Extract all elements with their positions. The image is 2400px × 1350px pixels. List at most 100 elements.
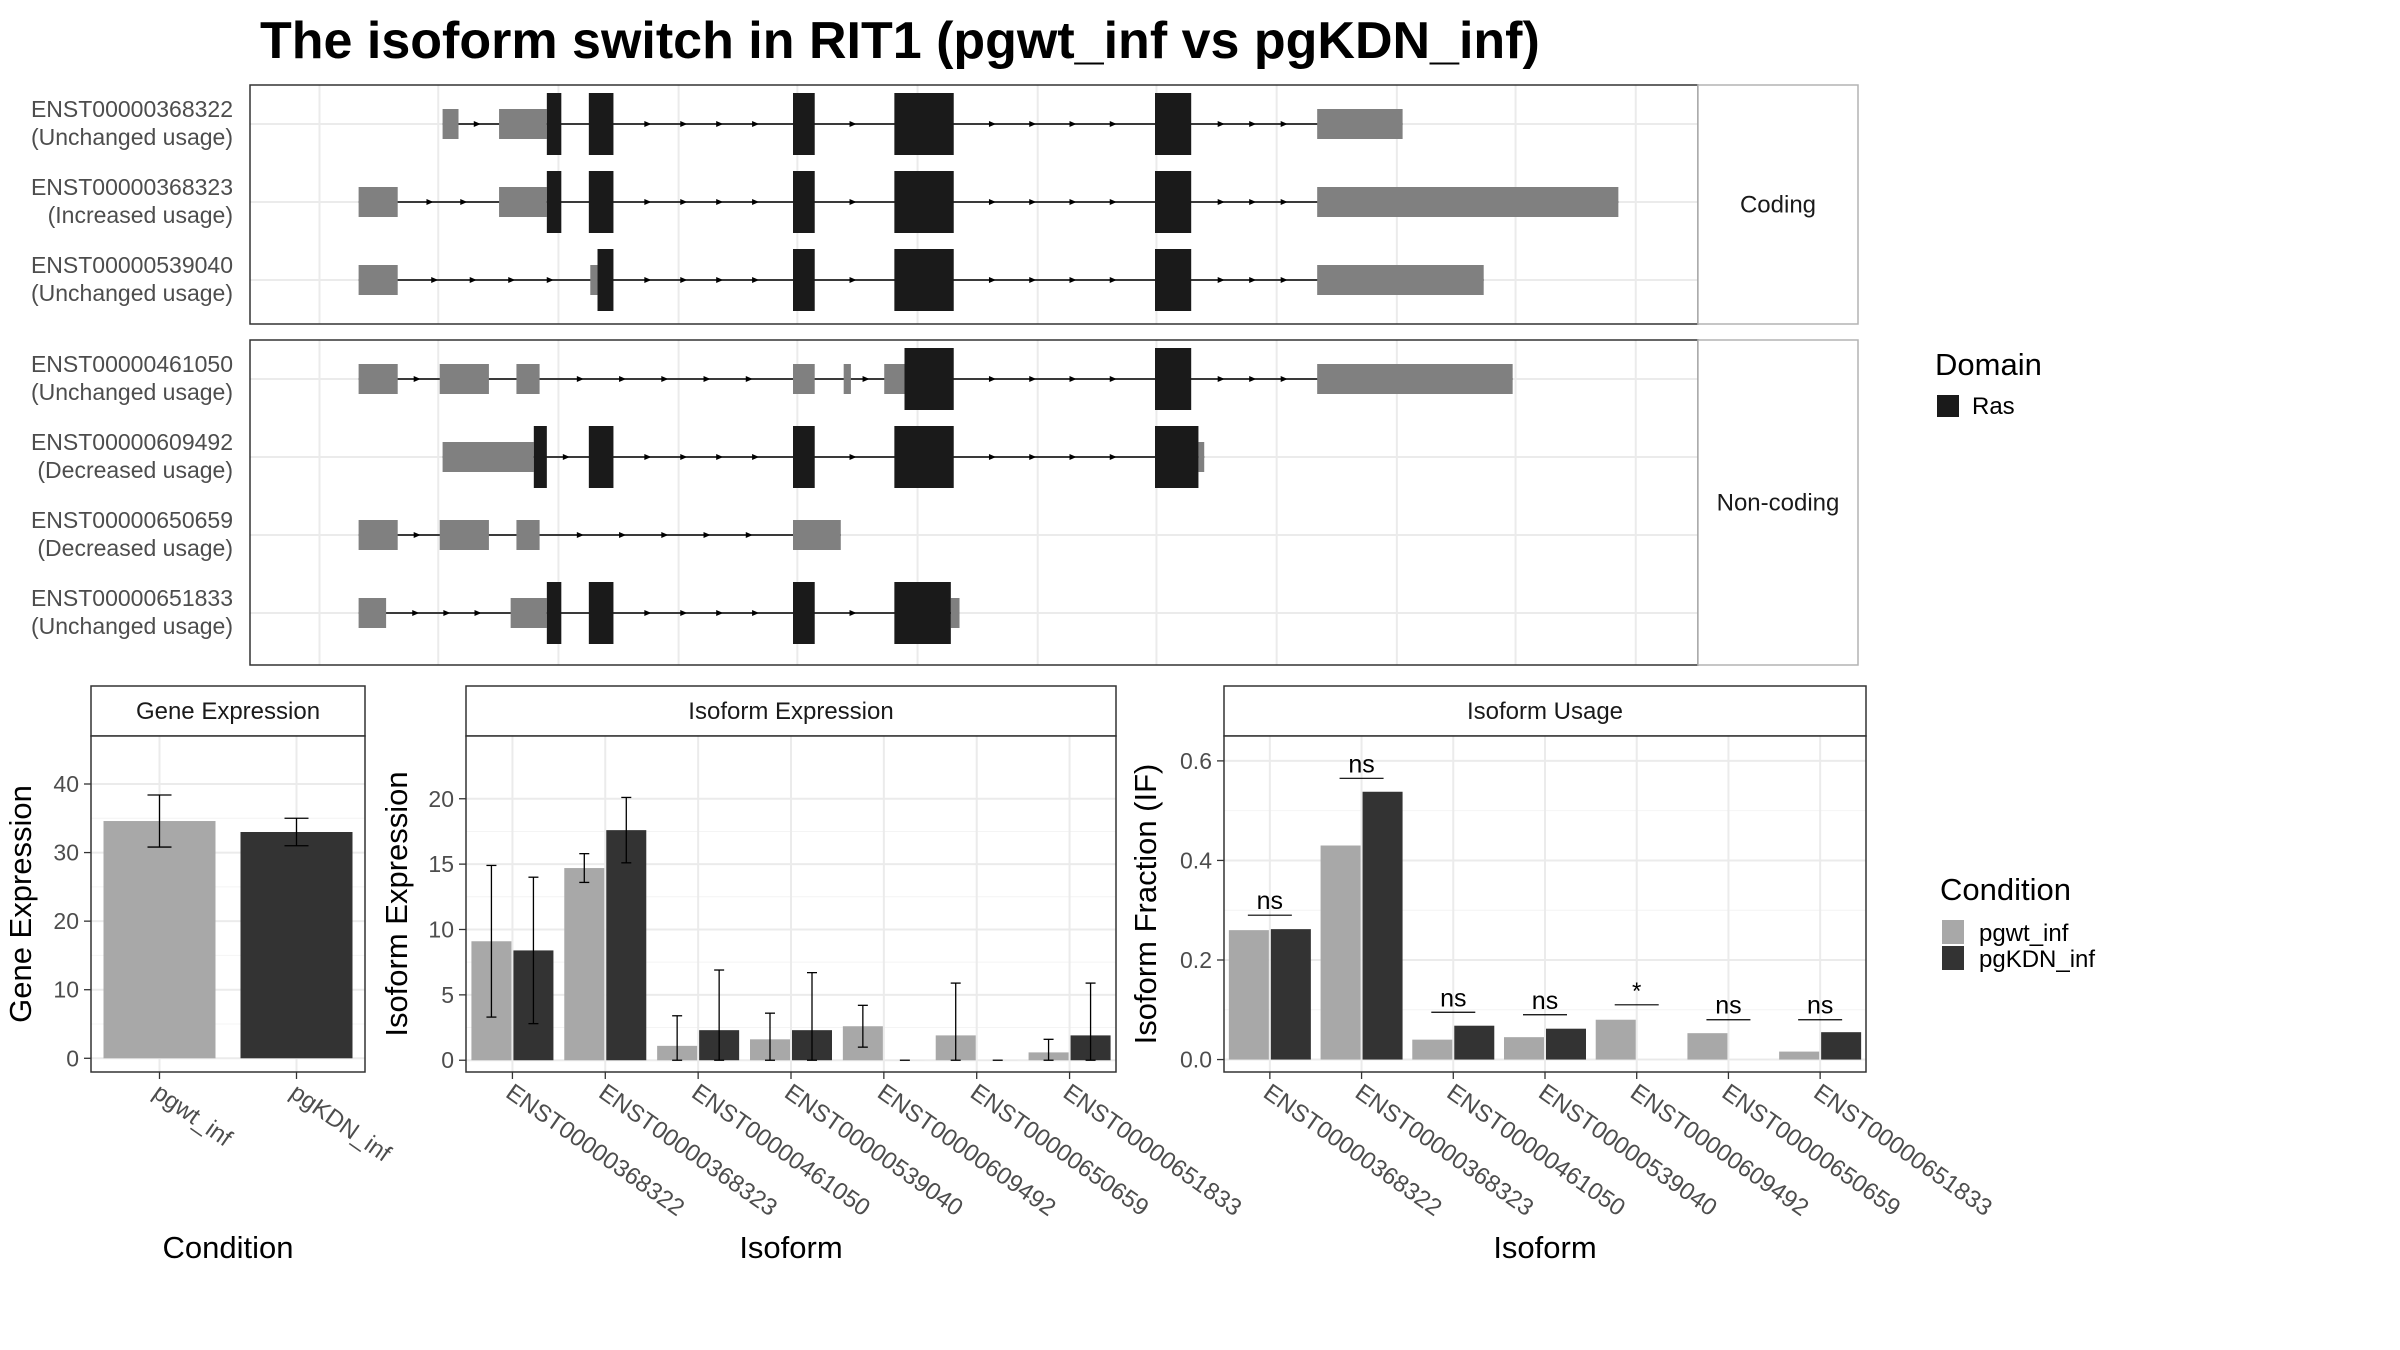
intron-arrow	[1029, 199, 1037, 205]
y-axis-title: Gene Expression	[3, 785, 38, 1023]
transcript-id-label: ENST00000368323	[31, 174, 233, 200]
intron-arrow	[1029, 376, 1037, 382]
intron-arrow	[745, 532, 753, 538]
utr-exon	[950, 598, 960, 628]
intron-arrow	[1029, 121, 1037, 127]
y-tick-label: 0.2	[1180, 947, 1212, 973]
transcript-usage-label: (Unchanged usage)	[31, 613, 233, 639]
significance-label: ns	[1532, 987, 1558, 1015]
transcript-id-label: ENST00000539040	[31, 252, 233, 278]
ras-domain-exon	[588, 582, 614, 644]
intron-arrow	[619, 532, 627, 538]
x-axis-title: Condition	[163, 1230, 294, 1265]
bar	[1779, 1051, 1820, 1060]
intron-arrow	[703, 376, 711, 382]
intron-arrow	[1249, 199, 1257, 205]
intron-arrow	[576, 376, 584, 382]
utr-exon	[510, 598, 547, 628]
facet-strip-label: Non-coding	[1717, 490, 1840, 517]
y-tick-label: 0.0	[1180, 1047, 1212, 1073]
utr-exon	[516, 364, 540, 394]
intron-arrow	[849, 610, 857, 616]
ras-domain-exon	[1155, 93, 1192, 155]
utr-exon	[358, 265, 398, 295]
ras-domain-exon	[793, 249, 815, 311]
utr-exon	[442, 109, 459, 139]
bar	[1412, 1039, 1453, 1060]
utr-exon	[442, 442, 534, 472]
condition-legend-key	[1942, 920, 1964, 944]
significance-label: ns	[1715, 992, 1741, 1020]
intron-arrow	[1249, 277, 1257, 283]
intron-arrow	[644, 610, 652, 616]
intron-arrow	[443, 610, 451, 616]
intron-arrow	[849, 199, 857, 205]
intron-arrow	[988, 454, 996, 460]
transcript-id-label: ENST00000650659	[31, 507, 233, 533]
intron-arrow	[413, 376, 421, 382]
y-axis-title: Isoform Expression	[379, 771, 414, 1036]
intron-arrow	[849, 454, 857, 460]
intron-arrow	[752, 610, 760, 616]
y-tick-label: 30	[53, 840, 79, 866]
intron-arrow	[644, 121, 652, 127]
intron-arrow	[1109, 277, 1117, 283]
intron-arrow	[716, 199, 724, 205]
utr-exon	[1198, 442, 1205, 472]
transcript-id-label: ENST00000651833	[31, 585, 233, 611]
transcript-id-label: ENST00000368322	[31, 96, 233, 122]
bar	[1687, 1033, 1728, 1060]
y-tick-label: 0.6	[1180, 748, 1212, 774]
ras-domain-exon	[1155, 249, 1192, 311]
intron-arrow	[426, 199, 434, 205]
intron-arrow	[988, 199, 996, 205]
bar	[1320, 845, 1361, 1060]
bar	[240, 832, 353, 1059]
intron-arrow	[752, 454, 760, 460]
intron-arrow	[431, 277, 439, 283]
intron-arrow	[1109, 376, 1117, 382]
intron-arrow	[413, 532, 421, 538]
intron-arrow	[1280, 199, 1288, 205]
ras-domain-exon	[793, 171, 815, 233]
y-tick-label: 10	[53, 977, 79, 1003]
intron-arrow	[1217, 376, 1225, 382]
condition-legend-title: Condition	[1940, 872, 2071, 907]
utr-exon	[358, 598, 387, 628]
ras-domain-exon	[904, 348, 954, 410]
ras-domain-exon	[894, 249, 954, 311]
intron-arrow	[661, 376, 669, 382]
ras-domain-exon	[1155, 171, 1192, 233]
intron-arrow	[680, 277, 688, 283]
intron-arrow	[1029, 454, 1037, 460]
bar	[1270, 929, 1311, 1060]
intron-arrow	[849, 121, 857, 127]
bar	[1504, 1037, 1544, 1060]
intron-arrow	[1280, 277, 1288, 283]
ras-domain-exon	[894, 171, 954, 233]
intron-arrow	[508, 277, 516, 283]
intron-arrow	[862, 376, 870, 382]
intron-arrow	[1069, 454, 1077, 460]
domain-legend-label: Ras	[1972, 393, 2015, 420]
intron-arrow	[849, 277, 857, 283]
transcript-id-label: ENST00000461050	[31, 351, 233, 377]
ras-domain-exon	[793, 93, 815, 155]
intron-arrow	[1280, 376, 1288, 382]
utr-exon	[499, 187, 547, 217]
intron-arrow	[988, 376, 996, 382]
panel-strip-label: Isoform Usage	[1467, 698, 1623, 725]
bar	[606, 830, 647, 1061]
condition-legend-label: pgKDN_inf	[1979, 946, 2095, 973]
intron-arrow	[716, 454, 724, 460]
utr-exon	[1317, 364, 1513, 394]
intron-arrow	[1069, 277, 1077, 283]
ras-domain-exon	[546, 171, 562, 233]
ras-domain-exon	[1155, 348, 1192, 410]
ras-domain-exon	[793, 582, 815, 644]
significance-label: ns	[1348, 750, 1374, 778]
intron-arrow	[680, 199, 688, 205]
bar	[103, 821, 216, 1059]
figure-title: The isoform switch in RIT1 (pgwt_inf vs …	[260, 12, 1540, 70]
